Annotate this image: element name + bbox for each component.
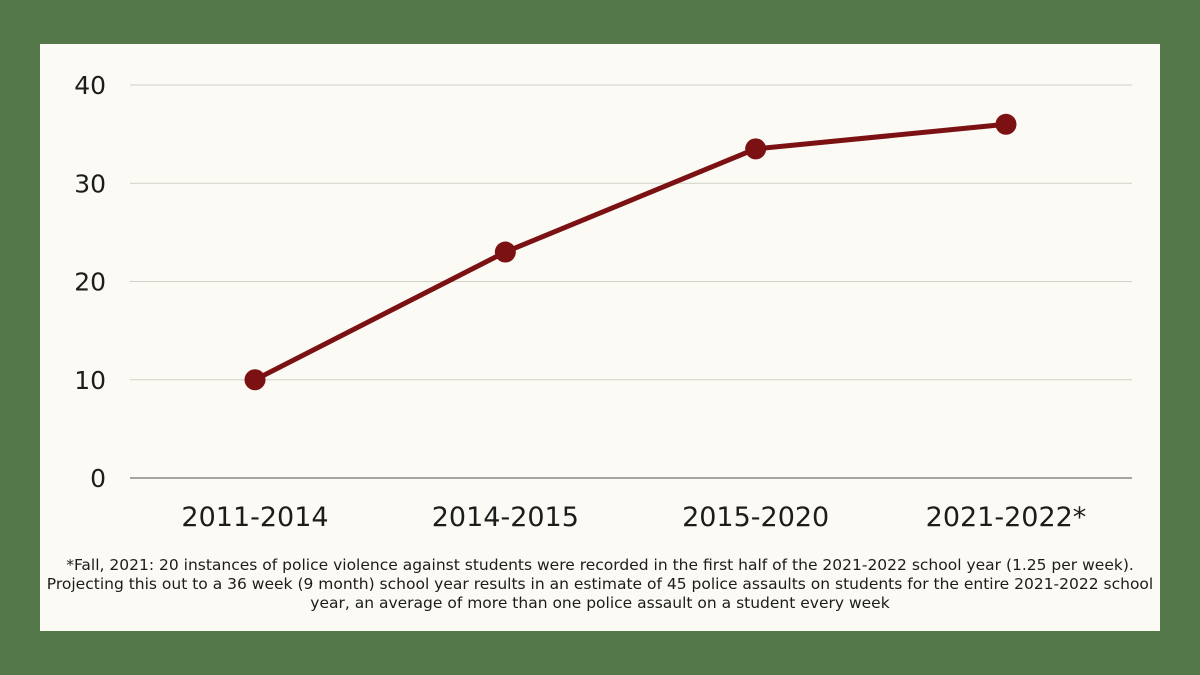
data-point bbox=[494, 241, 516, 263]
gridlines bbox=[130, 84, 1132, 479]
x-tick-label: 2011-2014 bbox=[181, 502, 328, 533]
data-point bbox=[244, 369, 266, 391]
x-tick-label: 2015-2020 bbox=[682, 502, 829, 533]
y-tick-label: 30 bbox=[74, 169, 106, 198]
x-axis-ticks: 2011-2014 2014-2015 2015-2020 2021-2022* bbox=[181, 502, 1086, 533]
x-tick-label: 2014-2015 bbox=[432, 502, 579, 533]
line-chart: 0 10 20 30 40 2011-2014 2014-2015 2015-2020 202… bbox=[74, 71, 1132, 533]
footnote: *Fall, 2021: 20 instances of police viol… bbox=[46, 556, 1154, 612]
data-point bbox=[995, 113, 1017, 135]
data-points bbox=[244, 113, 1017, 391]
y-tick-label: 20 bbox=[74, 268, 106, 297]
x-tick-label: 2021-2022* bbox=[926, 502, 1087, 533]
y-tick-label: 0 bbox=[90, 464, 106, 493]
series-line bbox=[252, 121, 1009, 383]
y-tick-label: 40 bbox=[74, 71, 106, 100]
chart-panel: 0 10 20 30 40 2011-2014 2014-2015 2015-2020 202… bbox=[40, 44, 1160, 631]
series-line-path bbox=[252, 121, 1009, 383]
y-tick-label: 10 bbox=[74, 366, 106, 395]
y-axis-ticks: 0 10 20 30 40 bbox=[74, 71, 106, 493]
data-point bbox=[745, 138, 767, 160]
